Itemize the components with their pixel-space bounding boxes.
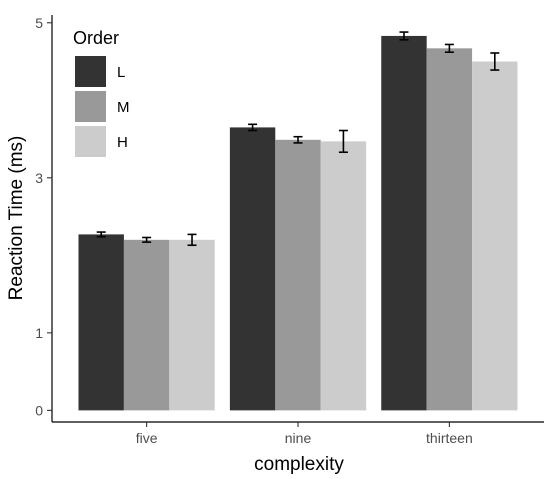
x-tick-label-five: five [136, 430, 158, 446]
x-axis-title: complexity [254, 454, 344, 475]
y-tick-label-1: 1 [35, 325, 43, 341]
legend: Order L M H [73, 28, 130, 157]
bar-nine-L [229, 127, 276, 411]
bar-thirteen-L [381, 35, 427, 411]
x-tick-label-thirteen: thirteen [426, 430, 473, 446]
bar-thirteen-M [426, 48, 473, 411]
bar-five-L [78, 234, 124, 411]
x-ticks: five nine thirteen [136, 422, 473, 446]
legend-key-M [75, 91, 106, 122]
y-tick-label-0: 0 [35, 402, 43, 418]
x-tick-label-nine: nine [285, 430, 312, 446]
legend-label-M: M [117, 99, 130, 116]
legend-title: Order [73, 28, 119, 48]
bar-thirteen-H [472, 61, 518, 411]
bar-nine-H [320, 141, 367, 411]
legend-key-H [75, 126, 106, 157]
legend-key-L [75, 56, 106, 87]
legend-label-L: L [117, 64, 125, 81]
bar-nine-M [275, 139, 321, 411]
y-ticks: 0 1 3 5 [35, 15, 52, 418]
y-tick-label-5: 5 [35, 15, 43, 31]
error-bars-layer [96, 31, 500, 247]
legend-label-H: H [117, 134, 128, 151]
bar-five-M [123, 239, 170, 411]
bar-five-H [169, 239, 215, 411]
y-tick-label-3: 3 [35, 170, 43, 186]
y-axis-title: Reaction Time (ms) [6, 136, 27, 301]
bars-layer [78, 35, 518, 411]
